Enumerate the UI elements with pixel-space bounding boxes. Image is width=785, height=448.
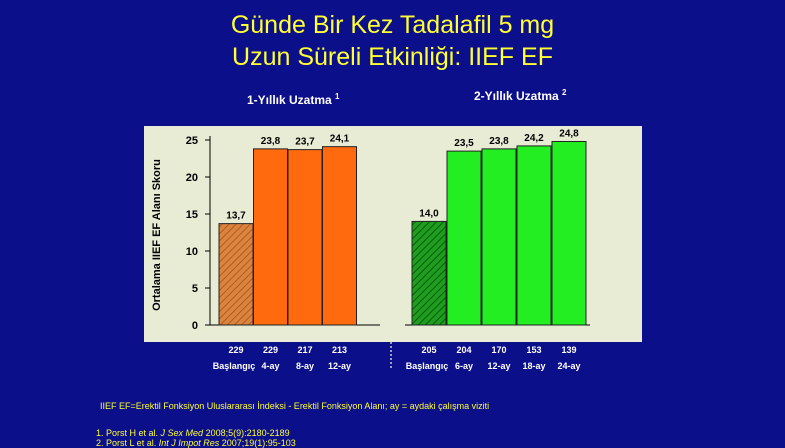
bar-g1-3 [322,146,357,326]
bar-g1-2 [287,149,323,326]
data-label: 13,7 [226,211,246,222]
data-label: 23,8 [261,136,281,147]
group-1-ref-marker: 1 [335,92,340,101]
bar-g2-1 [446,150,482,326]
x-category-label: 24-ay [557,361,580,371]
n-label: 170 [491,345,506,355]
reference-2-prefix: 2. Porst L et al. [96,438,159,448]
y-tick-label: 15 [186,209,198,221]
n-label: 229 [263,345,278,355]
y-tick-label: 0 [192,320,198,332]
data-label: 23,7 [295,137,315,148]
bar-g2-2 [481,148,517,326]
reference-1-journal: J Sex Med [160,428,204,438]
x-category-label: 6-ay [455,361,473,371]
n-label: 213 [332,345,347,355]
reference-1: 1. Porst H et al. J Sex Med 2008;5(9):21… [96,428,290,438]
group-1-title-text: 1-Yıllık Uzatma [247,93,332,107]
bar-g2-0 [411,220,447,326]
y-tick-label: 5 [192,283,198,295]
x-category-label: 4-ay [261,361,279,371]
data-label: 23,8 [489,136,509,147]
y-tick-label: 25 [186,135,198,147]
data-label: 14,0 [419,208,439,219]
footnote: IIEF EF=Erektil Fonksiyon Uluslararası İ… [100,401,490,411]
data-label: 24,2 [524,133,544,144]
n-label: 204 [456,345,471,355]
data-label: 24,8 [559,128,579,139]
reference-2-suffix: 2007;19(1):95-103 [219,438,296,448]
data-label: 23,5 [454,138,474,149]
bar-g2-4 [551,140,587,326]
group-2-title: 2-Yıllık Uzatma 2 [474,88,567,103]
x-category-label: 12-ay [487,361,510,371]
n-label: 217 [297,345,312,355]
bar-g2-3 [516,145,552,326]
y-tick-label: 10 [186,246,198,258]
y-axis-label: Ortalama IIEF EF Alanı Skoru [151,159,163,311]
reference-1-suffix: 2008;5(9):2180-2189 [203,428,290,438]
title-line-2: Uzun Süreli Etkinliği: IIEF EF [232,43,553,71]
data-label: 24,1 [330,134,350,145]
reference-2: 2. Porst L et al. Int J Impot Res 2007;1… [96,438,296,448]
title-line-1: Günde Bir Kez Tadalafil 5 mg [230,11,555,39]
x-category-label: 18-ay [522,361,545,371]
n-label: 229 [228,345,243,355]
group-1-title: 1-Yıllık Uzatma 1 [247,92,340,107]
reference-1-prefix: 1. Porst H et al. [96,428,161,438]
n-label: 139 [561,345,576,355]
group-2-ref-marker: 2 [562,88,567,97]
group-2-title-text: 2-Yıllık Uzatma [474,89,559,103]
x-category-label: 12-ay [328,361,351,371]
x-category-label: Başlangıç [406,361,449,371]
n-label: 205 [421,345,436,355]
reference-2-journal: Int J Impot Res [158,438,220,448]
bar-g1-0 [218,223,254,326]
n-label: 153 [526,345,541,355]
y-tick-label: 20 [186,172,198,184]
bar-g1-1 [253,148,288,326]
x-category-label: Başlangıç [213,361,256,371]
x-category-label: 8-ay [296,361,314,371]
